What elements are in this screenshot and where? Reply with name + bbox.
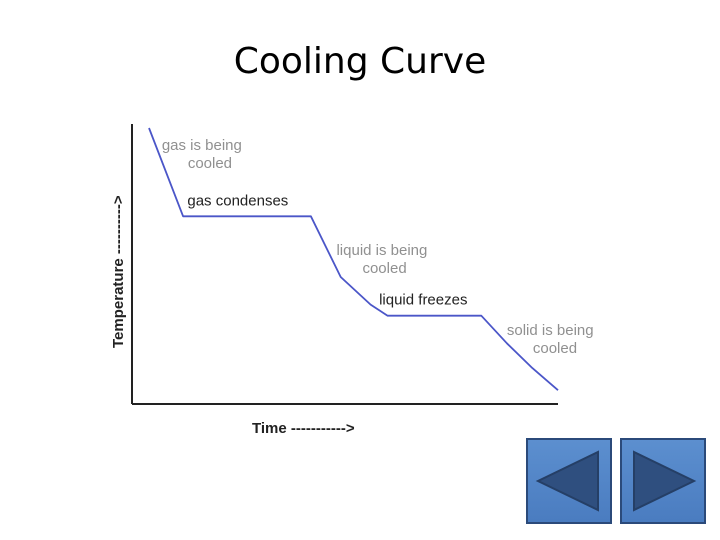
annotation-label: gas condenses bbox=[187, 192, 288, 209]
annotation-line: liquid is being bbox=[336, 242, 427, 259]
slide-title: Cooling Curve bbox=[233, 41, 487, 82]
triangle-right-icon bbox=[633, 450, 697, 512]
y-axis-label: Temperature ----------> bbox=[110, 195, 127, 348]
annotation-line: gas is being bbox=[162, 137, 242, 154]
annotation-label: solid is being cooled bbox=[507, 322, 594, 357]
annotation-line: cooled bbox=[533, 340, 577, 357]
x-axis-label: Time -----------> bbox=[252, 420, 355, 437]
triangle-left-icon bbox=[535, 450, 599, 512]
axes bbox=[131, 124, 558, 405]
annotation-line: cooled bbox=[188, 155, 232, 172]
annotation-label: liquid is being cooled bbox=[336, 242, 427, 277]
annotation-label: liquid freezes bbox=[379, 292, 467, 309]
series-layer bbox=[148, 127, 559, 391]
next-slide-button[interactable] bbox=[620, 438, 706, 524]
annotation-line: solid is being bbox=[507, 322, 594, 339]
annotation-label: gas is being cooled bbox=[162, 137, 242, 172]
cooling-curve-line bbox=[148, 127, 559, 391]
annotation-line: liquid freezes bbox=[379, 292, 467, 309]
previous-slide-button[interactable] bbox=[526, 438, 612, 524]
annotation-line: gas condenses bbox=[187, 192, 288, 209]
annotation-line: cooled bbox=[362, 260, 406, 277]
